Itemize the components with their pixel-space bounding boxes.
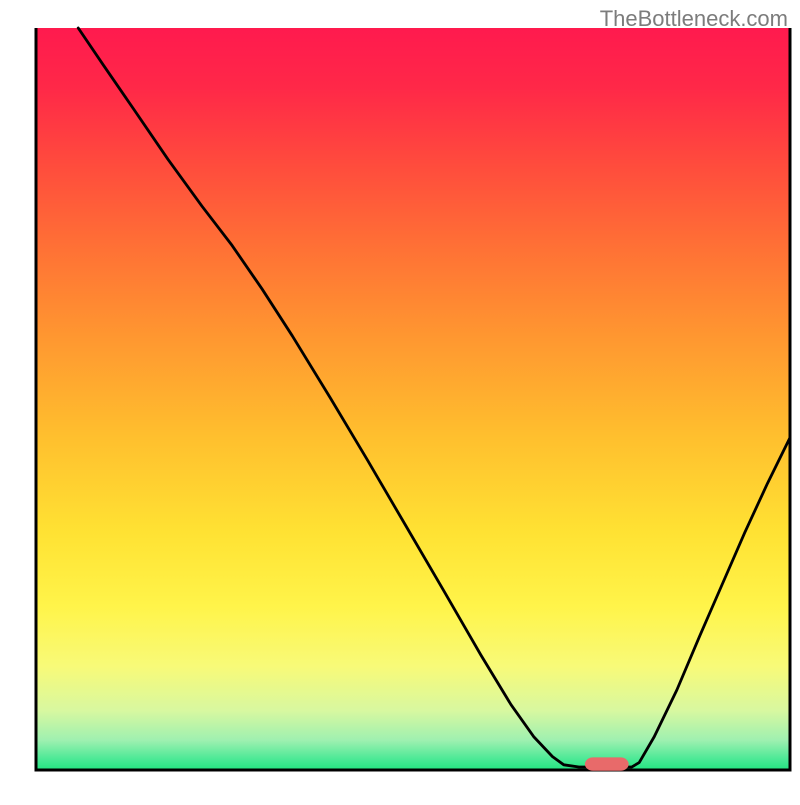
- optimal-marker: [585, 757, 629, 770]
- watermark-text: TheBottleneck.com: [600, 6, 788, 32]
- bottleneck-chart: [0, 0, 800, 800]
- chart-svg: [0, 0, 800, 800]
- chart-gradient-background: [36, 28, 790, 770]
